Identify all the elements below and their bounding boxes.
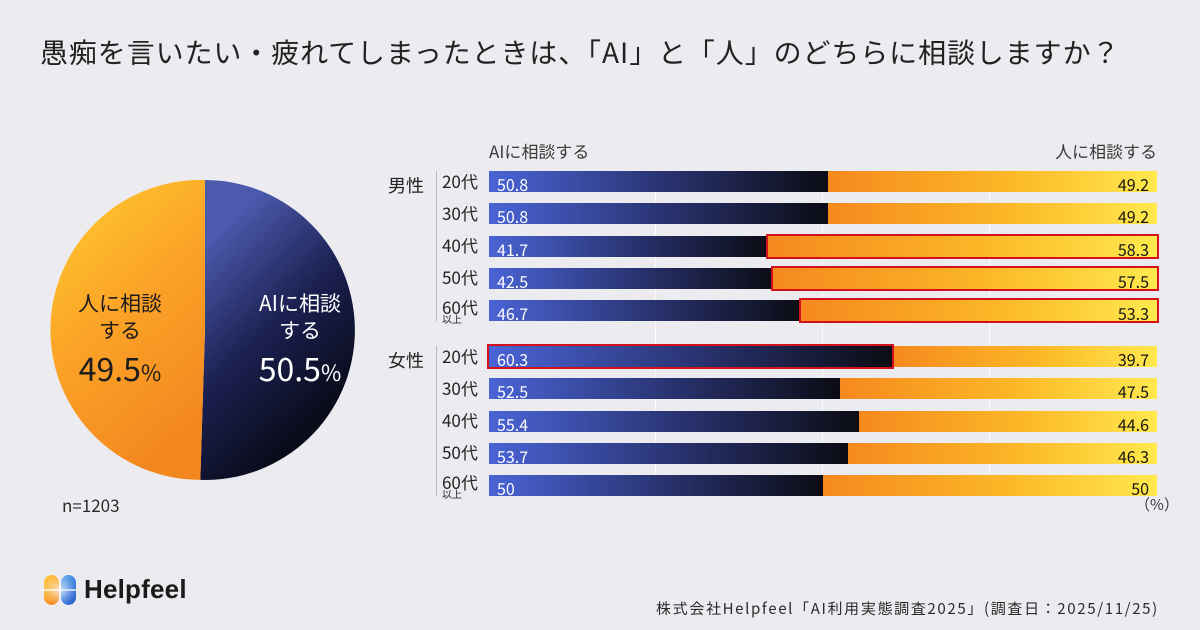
svg-text:する: する [99,315,141,345]
svg-text:AIに相談: AIに相談 [259,288,341,318]
svg-text:人に相談: 人に相談 [78,288,162,318]
svg-text:する: する [279,315,321,345]
